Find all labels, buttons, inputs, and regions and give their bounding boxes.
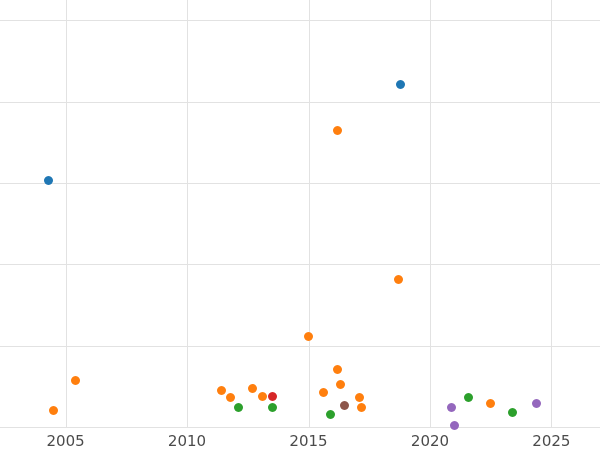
data-point-series-blue: [44, 175, 54, 185]
data-point-series-orange: [357, 402, 367, 412]
data-point-series-green: [464, 393, 474, 403]
gridline-x: [65, 0, 67, 427]
data-point-series-orange: [333, 125, 343, 135]
data-point-series-orange: [48, 406, 58, 416]
data-point-series-orange: [248, 384, 258, 394]
data-point-series-orange: [226, 393, 236, 403]
data-point-series-green: [233, 403, 243, 413]
data-point-series-blue: [396, 80, 406, 90]
gridline-x: [430, 0, 431, 427]
gridline-y: [0, 427, 600, 428]
data-point-series-orange: [216, 385, 226, 395]
data-point-series-orange: [393, 274, 403, 284]
data-point-series-orange: [355, 393, 364, 403]
data-point-series-purple: [449, 420, 459, 430]
data-point-series-orange: [257, 392, 267, 402]
data-point-series-orange: [318, 388, 328, 398]
data-point-series-orange: [335, 380, 345, 390]
data-point-series-brown: [340, 400, 350, 410]
gridline-y: [0, 264, 600, 266]
x-tick-label: 2025: [532, 432, 571, 450]
data-point-series-red: [267, 392, 277, 402]
gridline-y: [0, 183, 600, 184]
gridline-x: [308, 0, 310, 427]
gridline-x: [187, 0, 188, 427]
data-point-series-purple: [447, 403, 457, 413]
gridline-y: [0, 20, 600, 22]
data-point-series-purple: [532, 399, 542, 409]
x-tick-label: 2015: [289, 432, 328, 450]
data-point-series-green: [508, 408, 518, 418]
data-point-series-orange: [486, 398, 496, 408]
data-point-series-green: [267, 403, 277, 413]
data-point-series-orange: [304, 332, 313, 342]
data-point-series-orange: [70, 376, 80, 386]
data-point-series-green: [325, 410, 335, 420]
gridline-y: [0, 101, 600, 103]
x-tick-label: 2010: [167, 432, 207, 450]
gridline-x: [551, 0, 553, 427]
x-tick-label: 2020: [410, 432, 450, 450]
x-tick-label: 2005: [46, 432, 85, 450]
data-point-series-orange: [333, 365, 343, 375]
gridline-y: [0, 345, 600, 347]
